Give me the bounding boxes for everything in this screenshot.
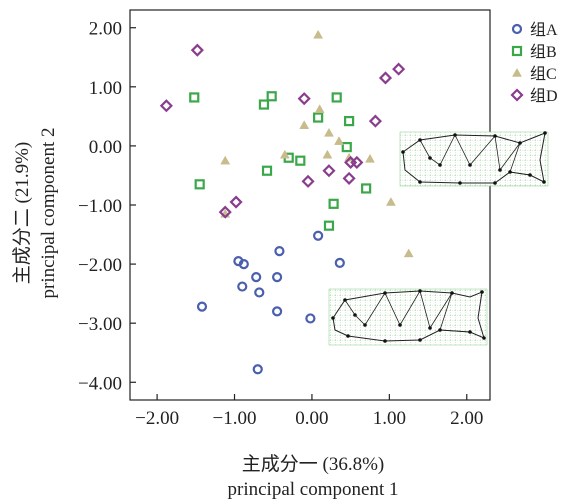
data-point-square (266, 91, 277, 102)
data-points-group (159, 29, 414, 375)
legend-marker-square (511, 45, 523, 57)
data-point-circle (254, 287, 265, 298)
y-tick-label: −3.00 (78, 314, 122, 335)
legend-label: 组D (530, 87, 558, 105)
data-point-square (323, 220, 335, 231)
data-point-square (331, 92, 342, 103)
x-tick-label: −2.00 (135, 408, 179, 429)
legend-label: 组B (530, 43, 557, 61)
data-point-square (189, 92, 200, 103)
x-tick-label: 1.00 (373, 408, 406, 429)
axes-group: −2.00 −1.00 0.00 1.00 2.00 2.00 1.00 0.00 −1.00 −… (78, 9, 491, 429)
data-point-diamond (392, 62, 406, 76)
data-point-square (295, 155, 306, 166)
y-tick-label: −1.00 (78, 196, 122, 217)
data-point-triangle (365, 153, 375, 163)
data-point-circle (271, 306, 283, 317)
legend: 组A 组B 组C 组D (510, 21, 558, 105)
data-point-diamond (301, 174, 315, 188)
data-point-square (194, 179, 205, 190)
data-point-diamond (342, 171, 356, 185)
data-point-triangle (313, 29, 324, 39)
x-tick-label: 2.00 (450, 408, 483, 429)
data-point-diamond (322, 164, 336, 178)
x-axis-title-cn: 主成分一 (36.8%) (242, 453, 384, 475)
data-point-square (341, 141, 352, 153)
data-point-square (261, 165, 273, 176)
data-point-circle (238, 258, 249, 270)
legend-marker-triangle (512, 67, 522, 77)
y-tick-label: −4.00 (78, 373, 122, 394)
data-point-circle (274, 245, 285, 257)
data-point-diamond (159, 99, 173, 113)
y-tick-label: −2.00 (78, 255, 122, 276)
data-point-diamond (229, 195, 243, 209)
data-point-square (328, 198, 339, 209)
data-point-square (343, 115, 355, 127)
legend-label: 组C (530, 65, 557, 83)
legend-marker-circle (511, 23, 523, 35)
x-tick-label: −1.00 (213, 408, 257, 429)
data-point-diamond (378, 71, 393, 85)
fish-landmark-diagram-lower (328, 288, 488, 346)
data-point-diamond (190, 43, 204, 57)
legend-label: 组A (530, 21, 558, 39)
y-tick-label: 1.00 (89, 78, 122, 99)
data-point-square (258, 99, 270, 110)
data-point-diamond (350, 155, 364, 170)
data-point-triangle (385, 197, 396, 206)
data-point-circle (305, 313, 316, 324)
data-point-circle (252, 364, 263, 375)
data-point-triangle (299, 120, 310, 129)
data-point-diamond (368, 114, 382, 128)
legend-marker-diamond (510, 88, 524, 102)
data-point-circle (237, 281, 248, 292)
y-tick-label: 0.00 (89, 137, 122, 158)
data-point-diamond (297, 92, 311, 106)
data-point-circle (196, 301, 208, 312)
data-point-square (361, 183, 372, 194)
fish-landmark-diagram-upper (399, 131, 549, 187)
data-point-triangle (220, 155, 231, 165)
y-tick-label: 2.00 (89, 19, 122, 40)
data-point-circle (271, 271, 283, 283)
data-point-triangle (324, 127, 334, 137)
data-point-circle (313, 230, 324, 241)
x-tick-label: 0.00 (295, 408, 328, 429)
data-point-triangle (334, 136, 344, 145)
data-point-triangle (279, 149, 290, 159)
data-point-triangle (322, 149, 333, 159)
data-point-circle (251, 271, 262, 283)
x-axis-title-en: principal component 1 (228, 479, 399, 500)
data-point-triangle (403, 248, 414, 258)
data-point-circle (334, 257, 345, 269)
y-axis-title-en: principal component 2 (38, 128, 59, 299)
y-axis-title-cn: 主成分二 (21.9%) (11, 142, 33, 284)
data-point-square (313, 112, 324, 123)
data-point-diamond (218, 205, 232, 219)
data-point-triangle (314, 104, 325, 114)
